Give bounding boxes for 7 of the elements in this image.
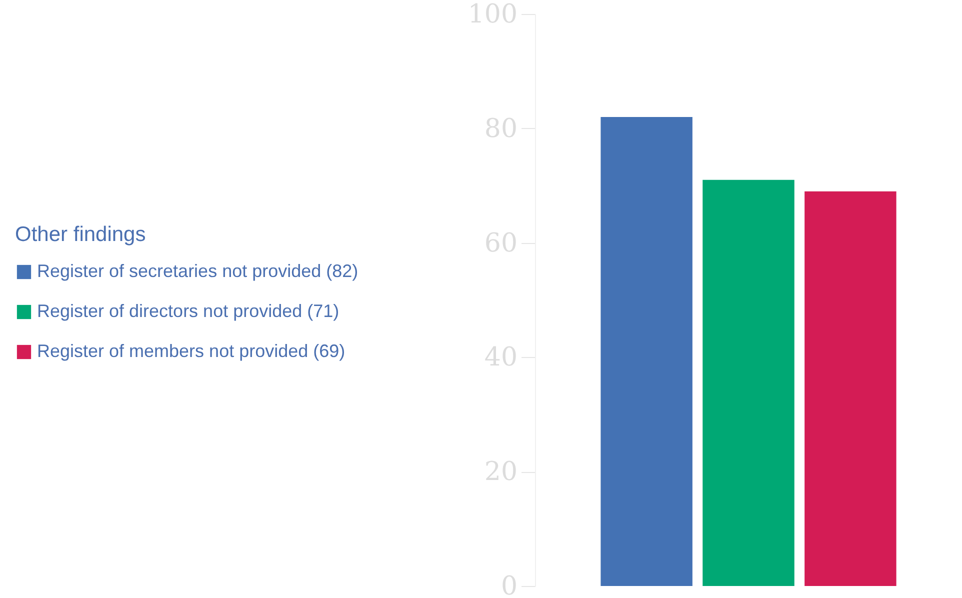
legend-label: Register of secretaries not provided (82) bbox=[37, 261, 358, 281]
bar bbox=[600, 116, 692, 586]
legend-title: Other findings bbox=[15, 223, 146, 246]
bar bbox=[702, 180, 794, 586]
bar bbox=[804, 191, 896, 586]
legend-label: Register of directors not provided (71) bbox=[37, 301, 340, 321]
legend-label: Register of members not provided (69) bbox=[37, 341, 346, 361]
